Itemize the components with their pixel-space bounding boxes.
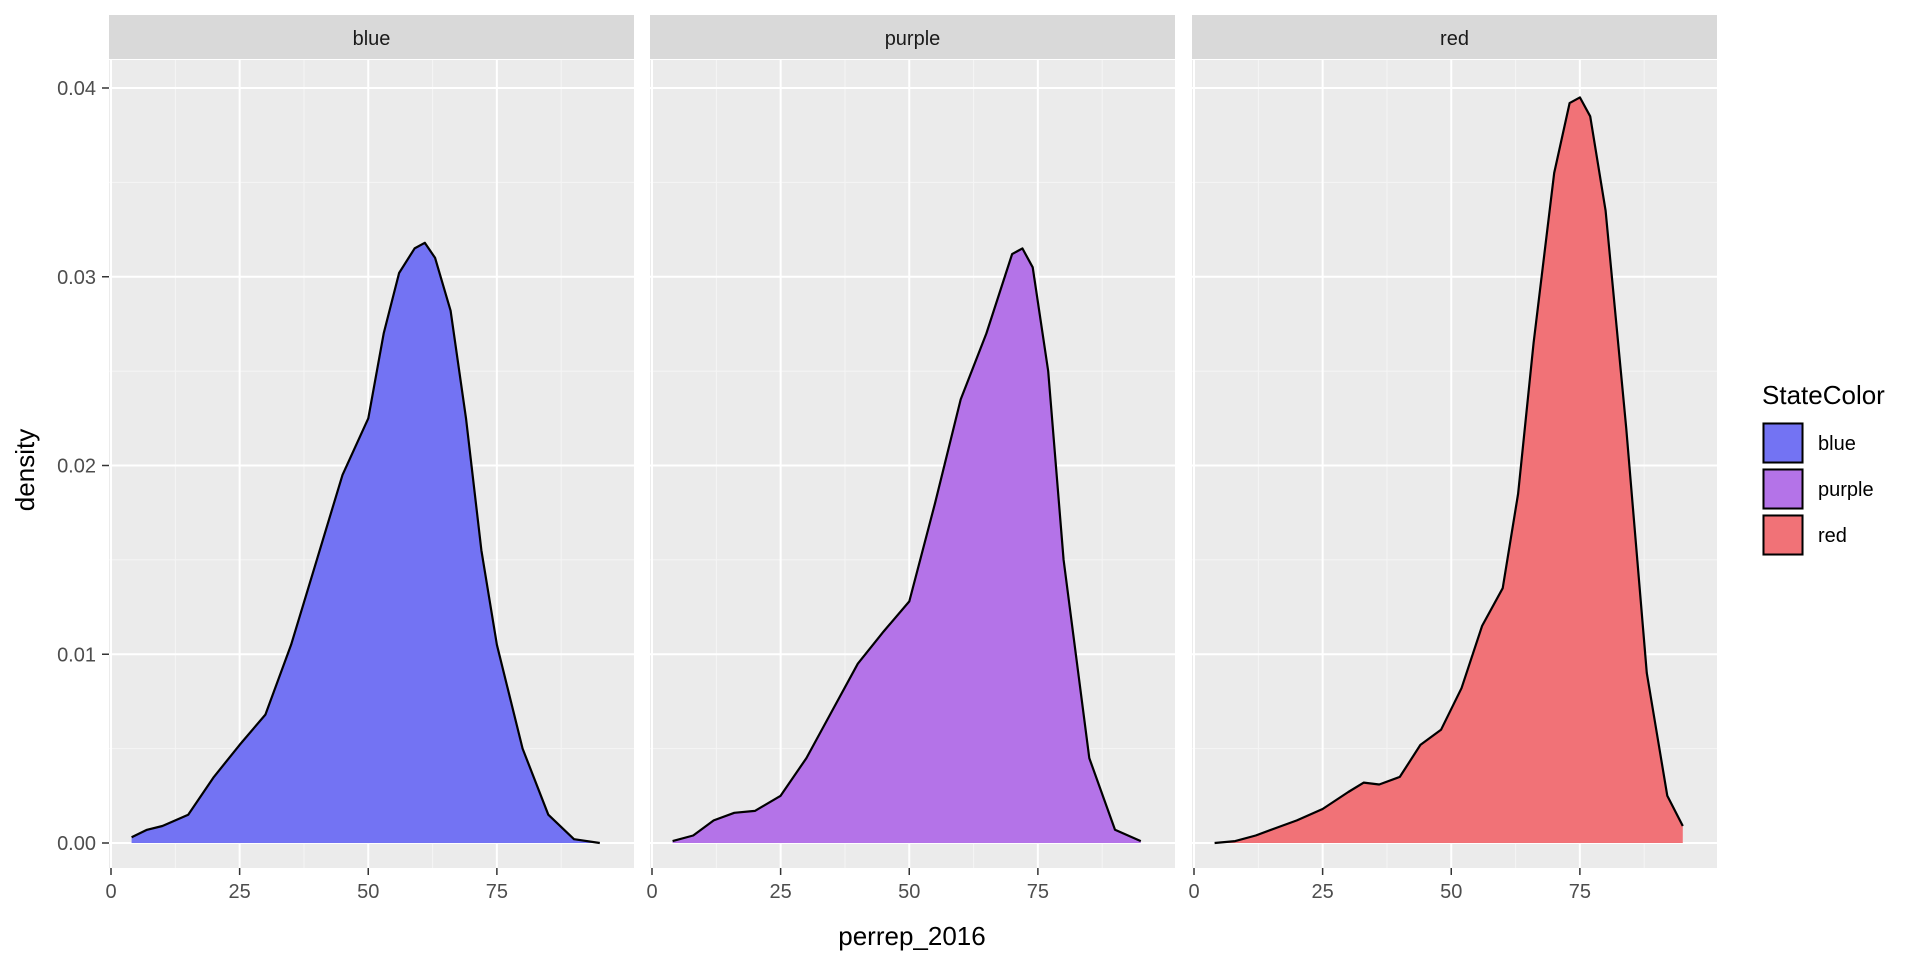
x-tick-label: 75 xyxy=(486,881,508,903)
x-tick-label: 75 xyxy=(1569,881,1591,903)
legend-title: StateColor xyxy=(1762,380,1885,410)
x-tick-label: 25 xyxy=(229,881,251,903)
legend-label-blue: blue xyxy=(1818,433,1856,455)
density-line-red xyxy=(1214,96,1684,845)
y-tick-label: 0.03 xyxy=(57,267,96,289)
panel-blue: blue 0 25 50 75 xyxy=(105,15,634,903)
y-tick-label: 0.01 xyxy=(57,644,96,666)
y-axis-title: density xyxy=(10,429,40,511)
legend-label-red: red xyxy=(1818,525,1847,547)
x-axis-title: perrep_2016 xyxy=(838,921,985,951)
legend: StateColor blue purple red xyxy=(1762,380,1885,556)
panel-purple: purple 0 25 50 75 xyxy=(646,15,1175,903)
x-tick-label: 50 xyxy=(357,881,379,903)
x-tick-label: 25 xyxy=(770,881,792,903)
density-area-red xyxy=(1214,97,1683,843)
y-tick-label: 0.04 xyxy=(57,78,96,100)
facet-strip xyxy=(109,15,634,59)
x-tick-label: 50 xyxy=(898,881,920,903)
legend-label-purple: purple xyxy=(1818,479,1874,501)
y-tick-label: 0.02 xyxy=(57,456,96,478)
x-tick-label: 0 xyxy=(1188,881,1199,903)
facet-panels: blue 0 25 50 75 purple 0 25 50 75 red 0 25 50 75 xyxy=(105,15,1717,903)
facet-strip-label: blue xyxy=(353,28,391,50)
x-tick-label: 50 xyxy=(1440,881,1462,903)
facet-strip xyxy=(650,15,1175,59)
legend-swatch-purple xyxy=(1762,468,1804,510)
density-line-purple xyxy=(672,247,1142,843)
facet-strip xyxy=(1192,15,1717,59)
density-area-purple xyxy=(672,248,1141,843)
y-tick-label: 0.00 xyxy=(57,833,96,855)
facet-strip-label: red xyxy=(1440,28,1469,50)
density-area-blue xyxy=(131,242,600,844)
y-axis: 0.00 0.01 0.02 0.03 0.04 xyxy=(57,78,109,855)
x-tick-label: 0 xyxy=(646,881,657,903)
x-tick-label: 25 xyxy=(1312,881,1334,903)
legend-swatch-blue xyxy=(1762,422,1804,464)
density-line-blue xyxy=(131,241,600,845)
panel-red: red 0 25 50 75 xyxy=(1188,15,1717,903)
x-tick-label: 0 xyxy=(105,881,116,903)
legend-swatch-red xyxy=(1762,514,1804,556)
x-tick-label: 75 xyxy=(1027,881,1049,903)
facet-strip-label: purple xyxy=(885,28,941,50)
